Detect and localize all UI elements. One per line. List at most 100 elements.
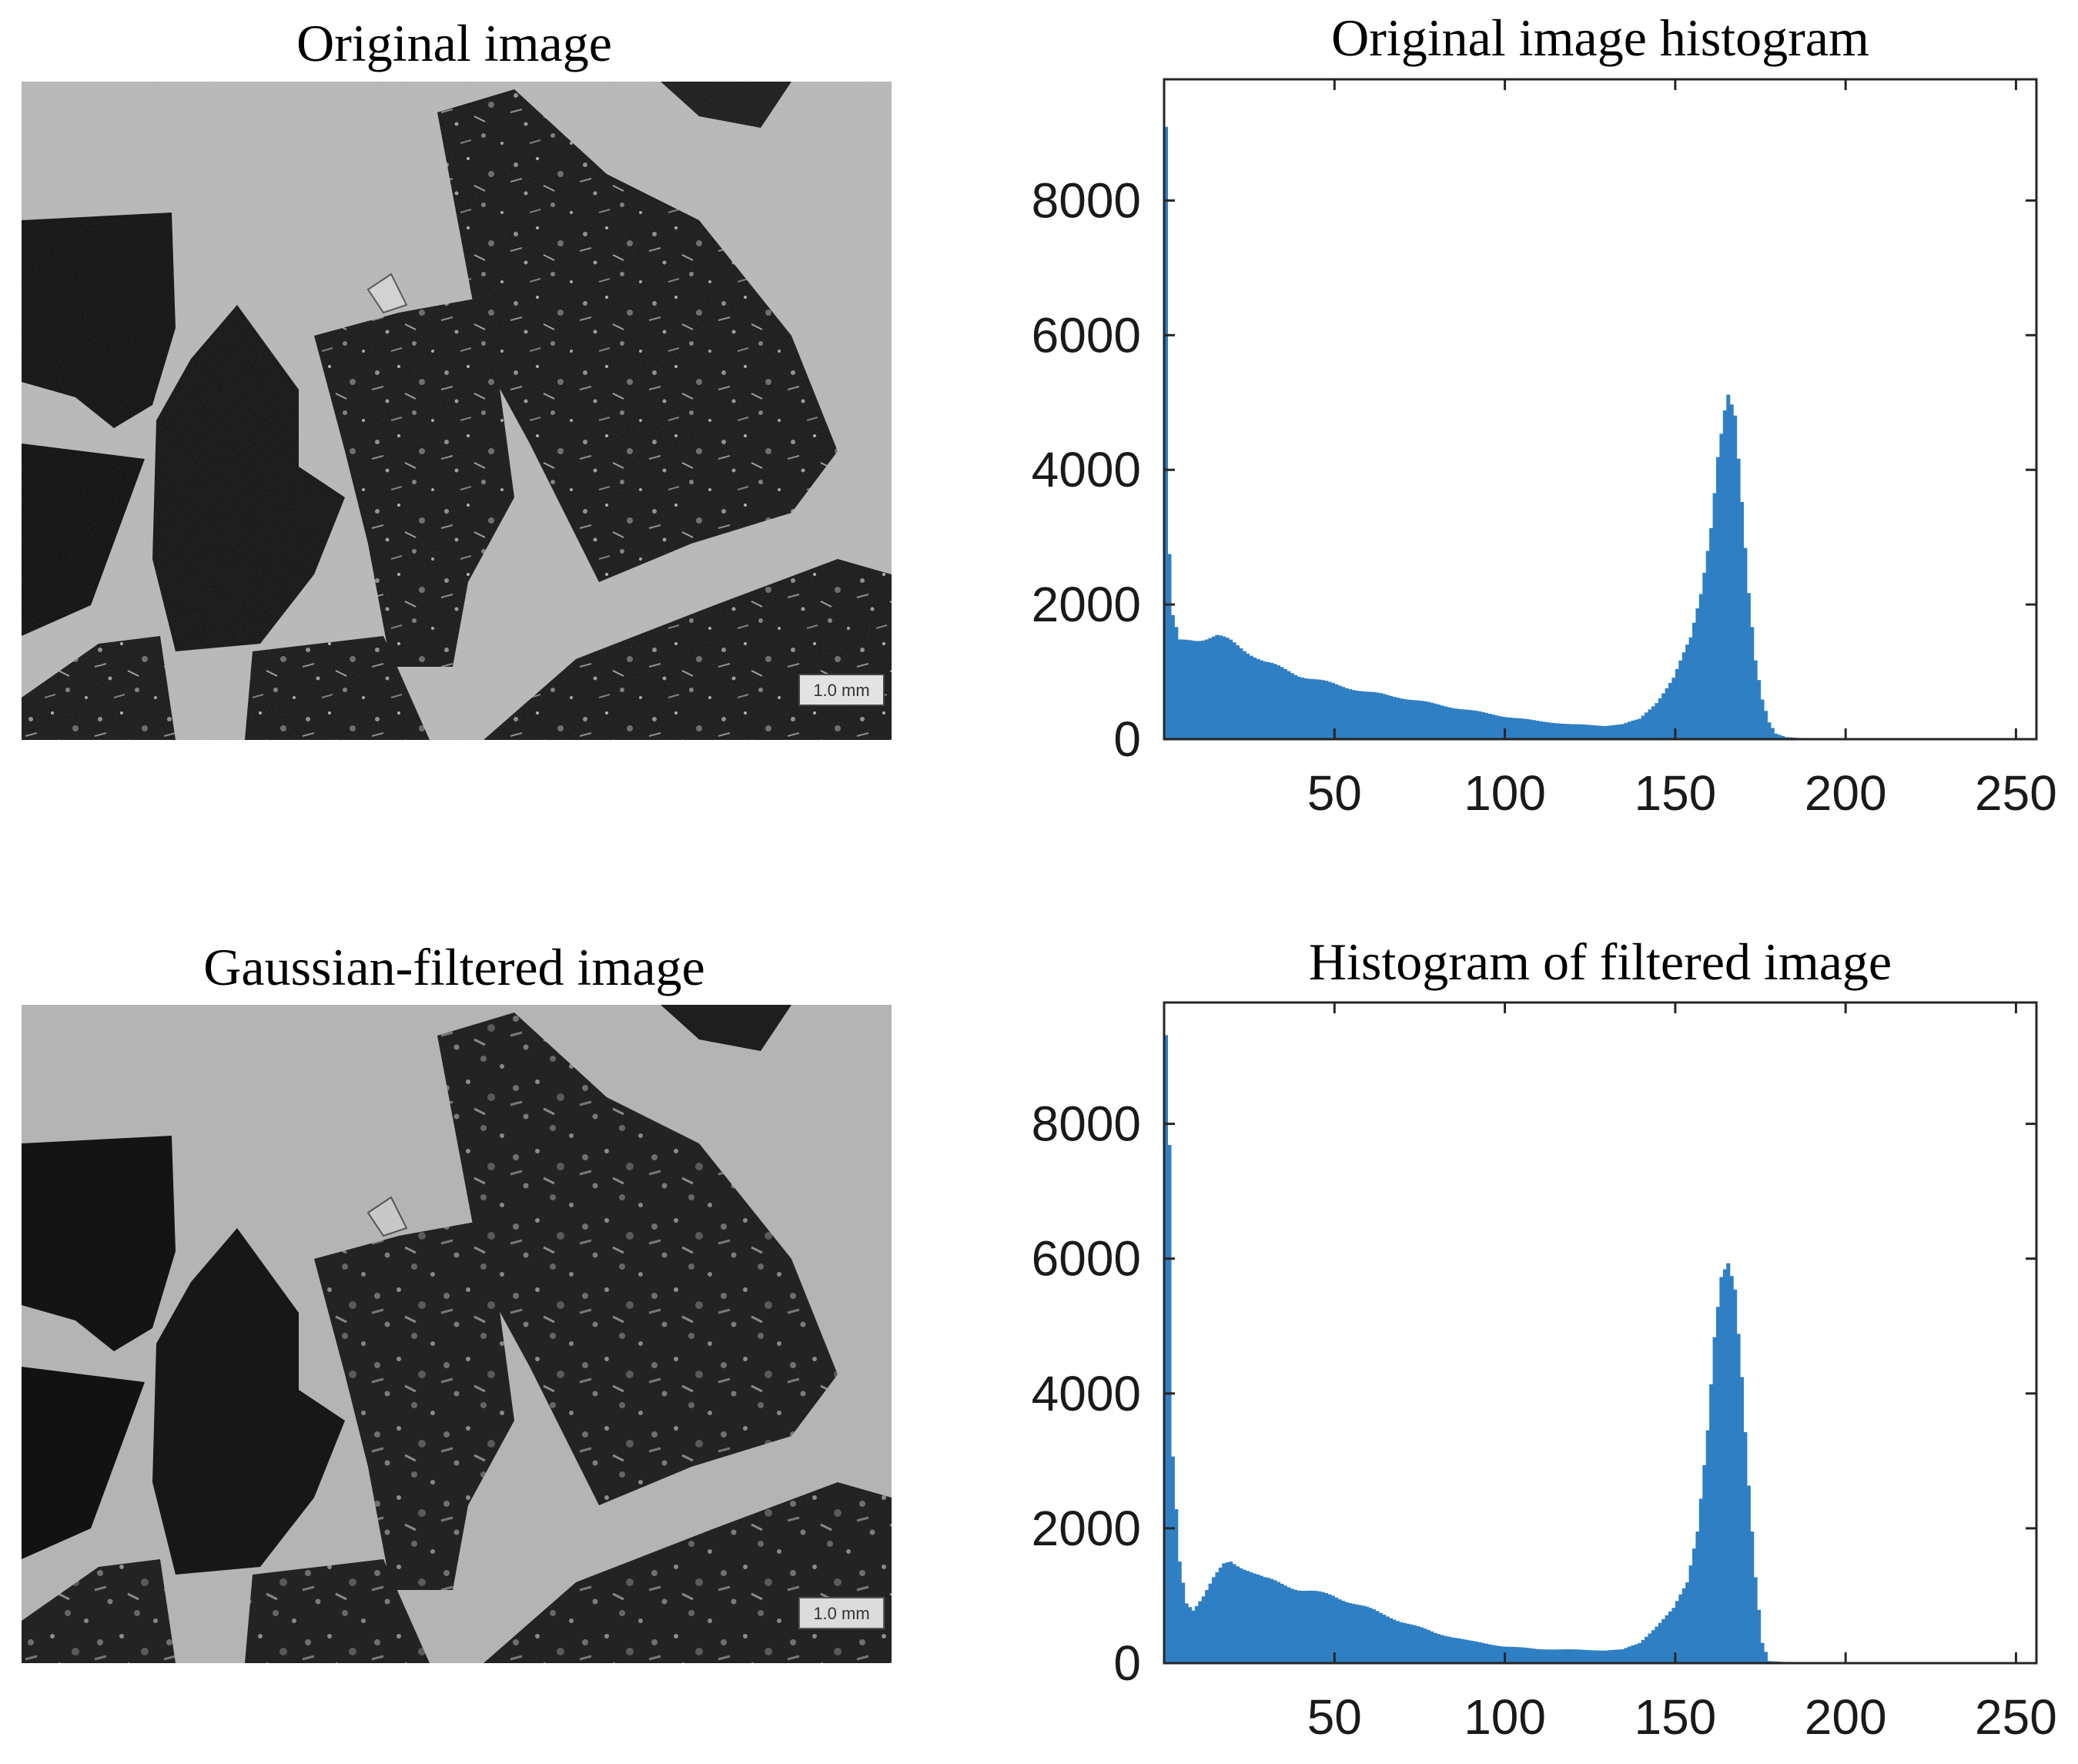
histogram-bar (1201, 1596, 1206, 1663)
x-tick-label: 150 (1634, 765, 1716, 821)
histogram-bar (1430, 702, 1434, 739)
histogram-bar (1423, 701, 1427, 739)
histogram-bar (1590, 725, 1594, 739)
histogram-bar (1461, 709, 1465, 739)
scale-bar-label: 1.0 mm (813, 681, 869, 700)
histogram-bar (1208, 638, 1213, 739)
histogram-bar (1471, 1641, 1475, 1663)
histogram-bar (1358, 691, 1363, 739)
histogram-bar (1287, 1587, 1291, 1663)
y-tick-label: 0 (1113, 1635, 1141, 1691)
histogram-bar (1675, 1601, 1679, 1663)
histogram-bar (1600, 725, 1605, 739)
histogram-bar (1259, 660, 1263, 739)
histogram-bar (1514, 718, 1519, 739)
histogram-bar (1354, 690, 1359, 739)
histogram-bar (1491, 1645, 1495, 1663)
histogram-bar (1177, 639, 1182, 739)
histogram-bar (1365, 1606, 1370, 1663)
histogram-bar (1440, 1635, 1444, 1663)
histogram-bar (1413, 700, 1417, 739)
histogram-bar (1614, 1649, 1618, 1663)
histogram-bar (1402, 698, 1407, 739)
histogram-bar (1280, 667, 1284, 739)
histogram-bar (1454, 708, 1458, 739)
histogram-bar (1242, 651, 1246, 739)
histogram-bar (1715, 457, 1721, 739)
histogram-bar (1774, 733, 1779, 739)
histogram-bar (1665, 688, 1669, 739)
histogram-bar (1655, 1626, 1659, 1663)
histogram-bar (1256, 1575, 1260, 1663)
histogram-bar (1273, 1580, 1277, 1663)
histogram-bar (1447, 1636, 1451, 1663)
histogram-bar (1270, 662, 1274, 739)
histogram-bar (1634, 1644, 1638, 1663)
histogram-bar (1313, 1591, 1318, 1663)
scale-bar-label: 1.0 mm (813, 1604, 869, 1623)
histogram-bar (1549, 1649, 1554, 1663)
histogram-bar (1645, 1636, 1649, 1663)
histogram-bar (1347, 689, 1353, 739)
histogram-bar (1501, 1646, 1506, 1663)
histogram-bar (1583, 1649, 1588, 1663)
histogram-bar (1205, 1590, 1210, 1663)
histogram-bar (1746, 1485, 1751, 1663)
histogram-bar (1330, 682, 1335, 739)
histogram-bar (1246, 653, 1250, 739)
histogram-bar (1491, 715, 1495, 739)
histogram-bar (1494, 715, 1499, 739)
histogram-bar (1750, 1531, 1755, 1663)
histogram-bar (1484, 1643, 1489, 1663)
histogram-bar (1573, 1649, 1578, 1663)
histogram-bar (1218, 1567, 1223, 1663)
x-tick-label: 50 (1307, 1689, 1362, 1745)
histogram-bar (1409, 1624, 1414, 1663)
histogram-bar (1426, 701, 1431, 739)
histogram-bar (1253, 1573, 1257, 1663)
histogram-bar (1614, 725, 1618, 739)
histogram-bar (1464, 709, 1468, 739)
histogram-bar (1497, 716, 1502, 739)
histogram-bar (1365, 691, 1370, 739)
filtered-image-canvas: 1.0 mm (22, 1005, 892, 1663)
histogram-bar (1297, 676, 1301, 739)
histogram-bar (1617, 1649, 1621, 1663)
y-tick-label: 6000 (1032, 1231, 1141, 1287)
histogram-bar (1665, 1615, 1669, 1663)
histogram-bar (1467, 1640, 1471, 1663)
histogram-bar (1297, 1590, 1301, 1663)
histogram-bar (1681, 652, 1686, 739)
histogram-bar (1709, 1384, 1714, 1663)
histogram-bar (1413, 1625, 1417, 1663)
histogram-bar (1777, 735, 1782, 739)
histogram-bar (1433, 1632, 1437, 1663)
histogram-bar (1555, 723, 1560, 739)
histogram-bar (1648, 709, 1652, 739)
histogram-bar (1385, 1616, 1390, 1663)
histogram-bar (1739, 1377, 1744, 1663)
histogram-bar (1494, 1645, 1499, 1663)
histogram-bar (1511, 718, 1516, 739)
histogram-bar (1484, 712, 1489, 739)
filtered-histogram: Histogram of filtered image 50 100 150 200 2… (1032, 932, 2057, 1745)
histogram-bar (1191, 1610, 1196, 1663)
histogram-bar (1518, 718, 1523, 739)
histogram-bar (1287, 671, 1291, 739)
histogram-bar (1464, 1639, 1468, 1663)
histogram-bar (1317, 679, 1322, 739)
histogram-bar (1678, 1594, 1683, 1663)
histogram-bar (1487, 713, 1492, 739)
histogram-bar (1433, 703, 1437, 739)
histogram-bar (1232, 1564, 1236, 1663)
histogram-bar (1324, 1593, 1329, 1663)
histogram-bar (1719, 433, 1724, 739)
original-histogram: Original image histogram 50 100 150 200 250 0… (1032, 8, 2057, 821)
histogram-bar (1320, 1592, 1325, 1663)
histogram-bar (1187, 1607, 1193, 1663)
histogram-bar (1164, 126, 1169, 739)
histogram-bar (1170, 1456, 1175, 1663)
histogram-bars (1164, 1035, 2034, 1663)
histogram-bar (1658, 698, 1662, 739)
histogram-bar (1658, 1622, 1662, 1663)
